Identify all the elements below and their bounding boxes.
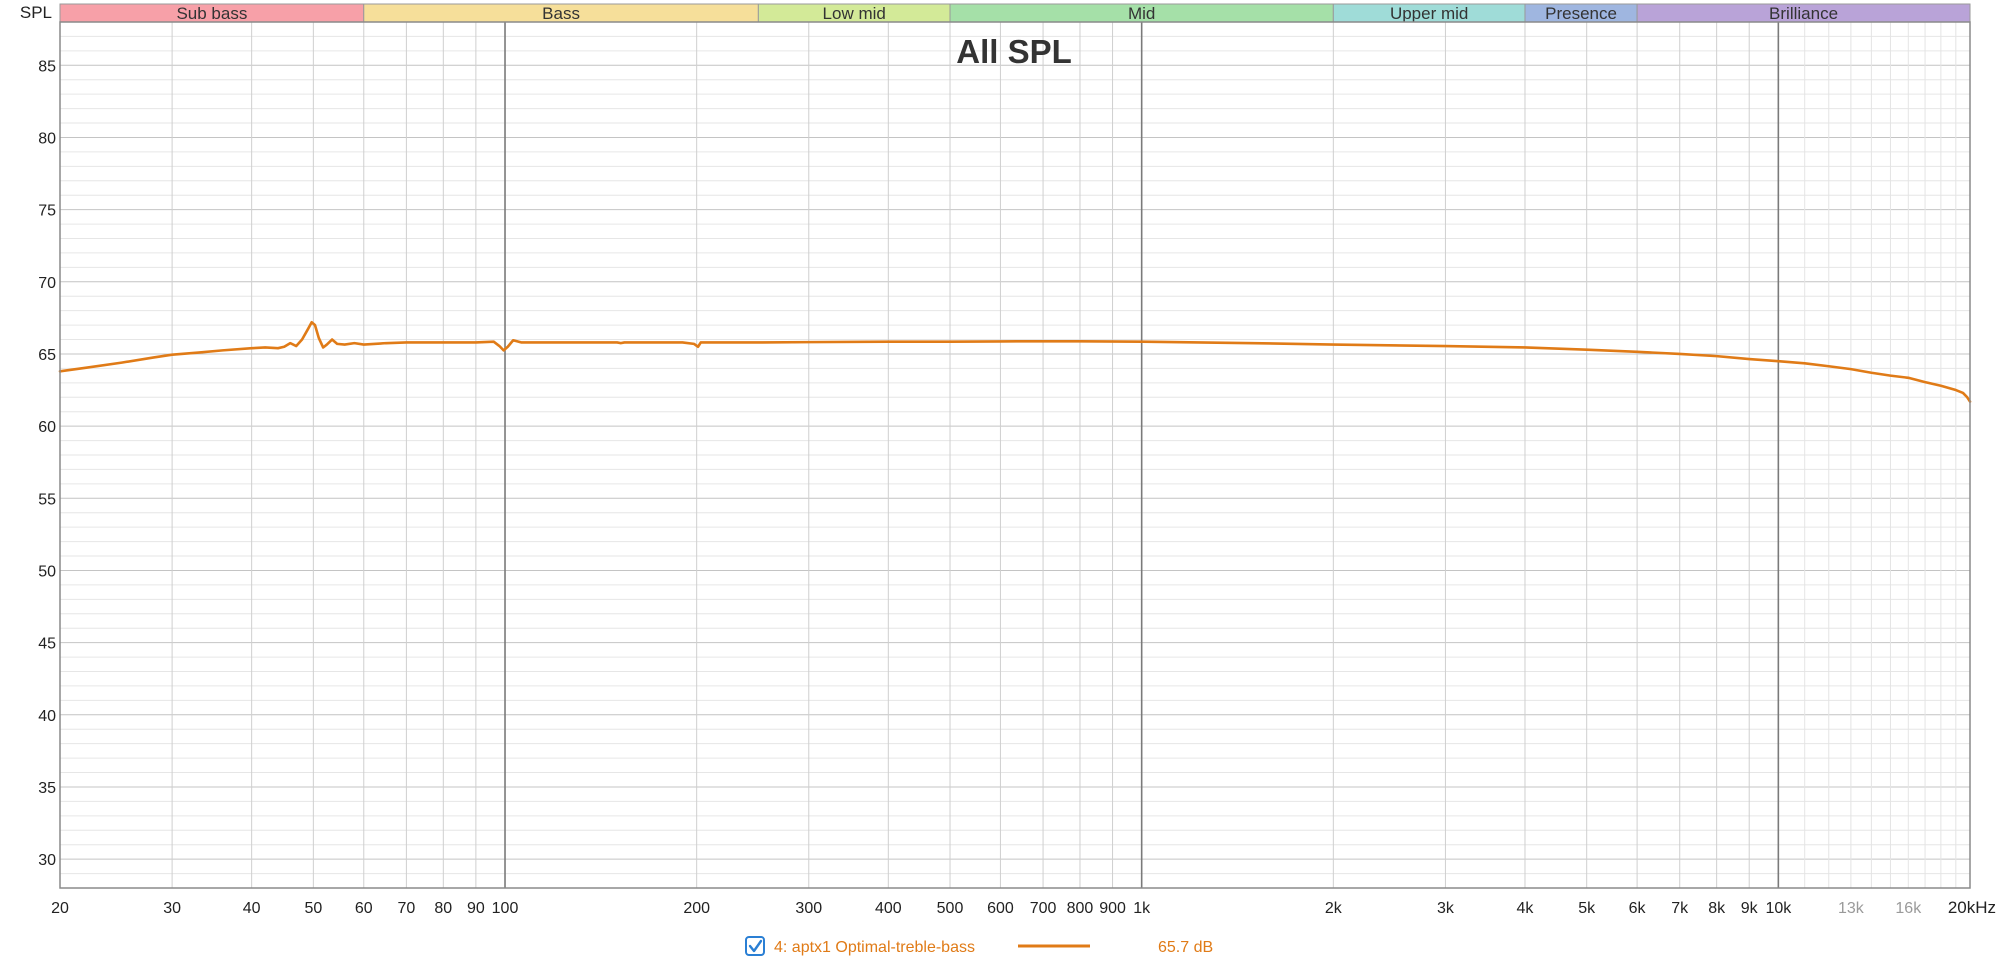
x-tick-label: 700 <box>1030 900 1057 917</box>
x-tick-label: 2k <box>1325 900 1343 917</box>
y-tick-label: 85 <box>38 58 56 75</box>
series-layer <box>58 320 1972 403</box>
x-tick-label: 1k <box>1133 900 1151 917</box>
x-axis: 20 30 40 50 60 70 80 90 100 200 300 400 500 600 700 800… <box>51 900 1922 917</box>
x-tick-label: 800 <box>1067 900 1094 917</box>
x-tick-label: 9k <box>1741 900 1759 917</box>
x-axis-unit-label: 20kHz <box>1948 898 1996 917</box>
x-tick-label: 100 <box>492 900 519 917</box>
x-tick-label: 6k <box>1629 900 1647 917</box>
plot-frame <box>59 21 1971 889</box>
x-tick-label: 50 <box>304 900 322 917</box>
y-tick-label: 55 <box>38 491 56 508</box>
band-label: Low mid <box>823 4 886 23</box>
x-tick-label: 200 <box>683 900 710 917</box>
x-tick-label: 400 <box>875 900 902 917</box>
y-tick-label: 75 <box>38 203 56 220</box>
x-tick-label: 60 <box>355 900 373 917</box>
x-tick-label: 90 <box>467 900 485 917</box>
legend: 4: aptx1 Optimal-treble-bass 65.7 dB <box>745 936 1213 956</box>
y-tick-label: 50 <box>38 563 56 580</box>
x-tick-label: 30 <box>163 900 181 917</box>
x-tick-label: 500 <box>937 900 964 917</box>
legend-checkbox[interactable] <box>745 936 765 956</box>
band-label: Upper mid <box>1390 4 1468 23</box>
x-tick-label: 3k <box>1437 900 1455 917</box>
chart-title: All SPL <box>956 33 1072 70</box>
x-tick-label: 20 <box>51 900 69 917</box>
y-tick-label: 45 <box>38 636 56 653</box>
x-tick-label: 16k <box>1895 900 1922 917</box>
y-tick-label: 60 <box>38 419 56 436</box>
x-tick-label: 5k <box>1578 900 1596 917</box>
grid <box>59 21 1971 889</box>
band-label: Brilliance <box>1769 4 1838 23</box>
legend-value: 65.7 dB <box>1158 939 1213 956</box>
y-tick-label: 70 <box>38 275 56 292</box>
band-label: Presence <box>1545 4 1617 23</box>
band-label: Sub bass <box>176 4 247 23</box>
x-tick-label: 70 <box>397 900 415 917</box>
band-label: Bass <box>542 4 580 23</box>
x-tick-label: 300 <box>795 900 822 917</box>
x-tick-label: 7k <box>1671 900 1689 917</box>
series-line <box>58 320 1972 403</box>
x-tick-label: 13k <box>1838 900 1865 917</box>
x-tick-label: 600 <box>987 900 1014 917</box>
band-bar: Sub bass Bass Low mid Mid Upper mid Presence B… <box>59 3 1971 23</box>
check-icon <box>748 939 763 953</box>
x-tick-label: 4k <box>1517 900 1535 917</box>
y-tick-label: 65 <box>38 347 56 364</box>
y-tick-label: 40 <box>38 708 56 725</box>
y-tick-label: 80 <box>38 130 56 147</box>
band-label: Mid <box>1128 4 1155 23</box>
legend-series-name[interactable]: 4: aptx1 Optimal-treble-bass <box>774 939 975 956</box>
x-tick-label: 10k <box>1765 900 1792 917</box>
y-tick-label: 35 <box>38 780 56 797</box>
x-tick-label: 40 <box>243 900 261 917</box>
x-tick-label: 8k <box>1708 900 1726 917</box>
y-axis: 30 35 40 45 50 55 60 65 70 75 80 85 <box>38 58 56 869</box>
x-tick-label: 80 <box>434 900 452 917</box>
y-tick-label: 30 <box>38 852 56 869</box>
y-axis-label: SPL <box>20 3 52 22</box>
x-tick-label: 900 <box>1099 900 1126 917</box>
